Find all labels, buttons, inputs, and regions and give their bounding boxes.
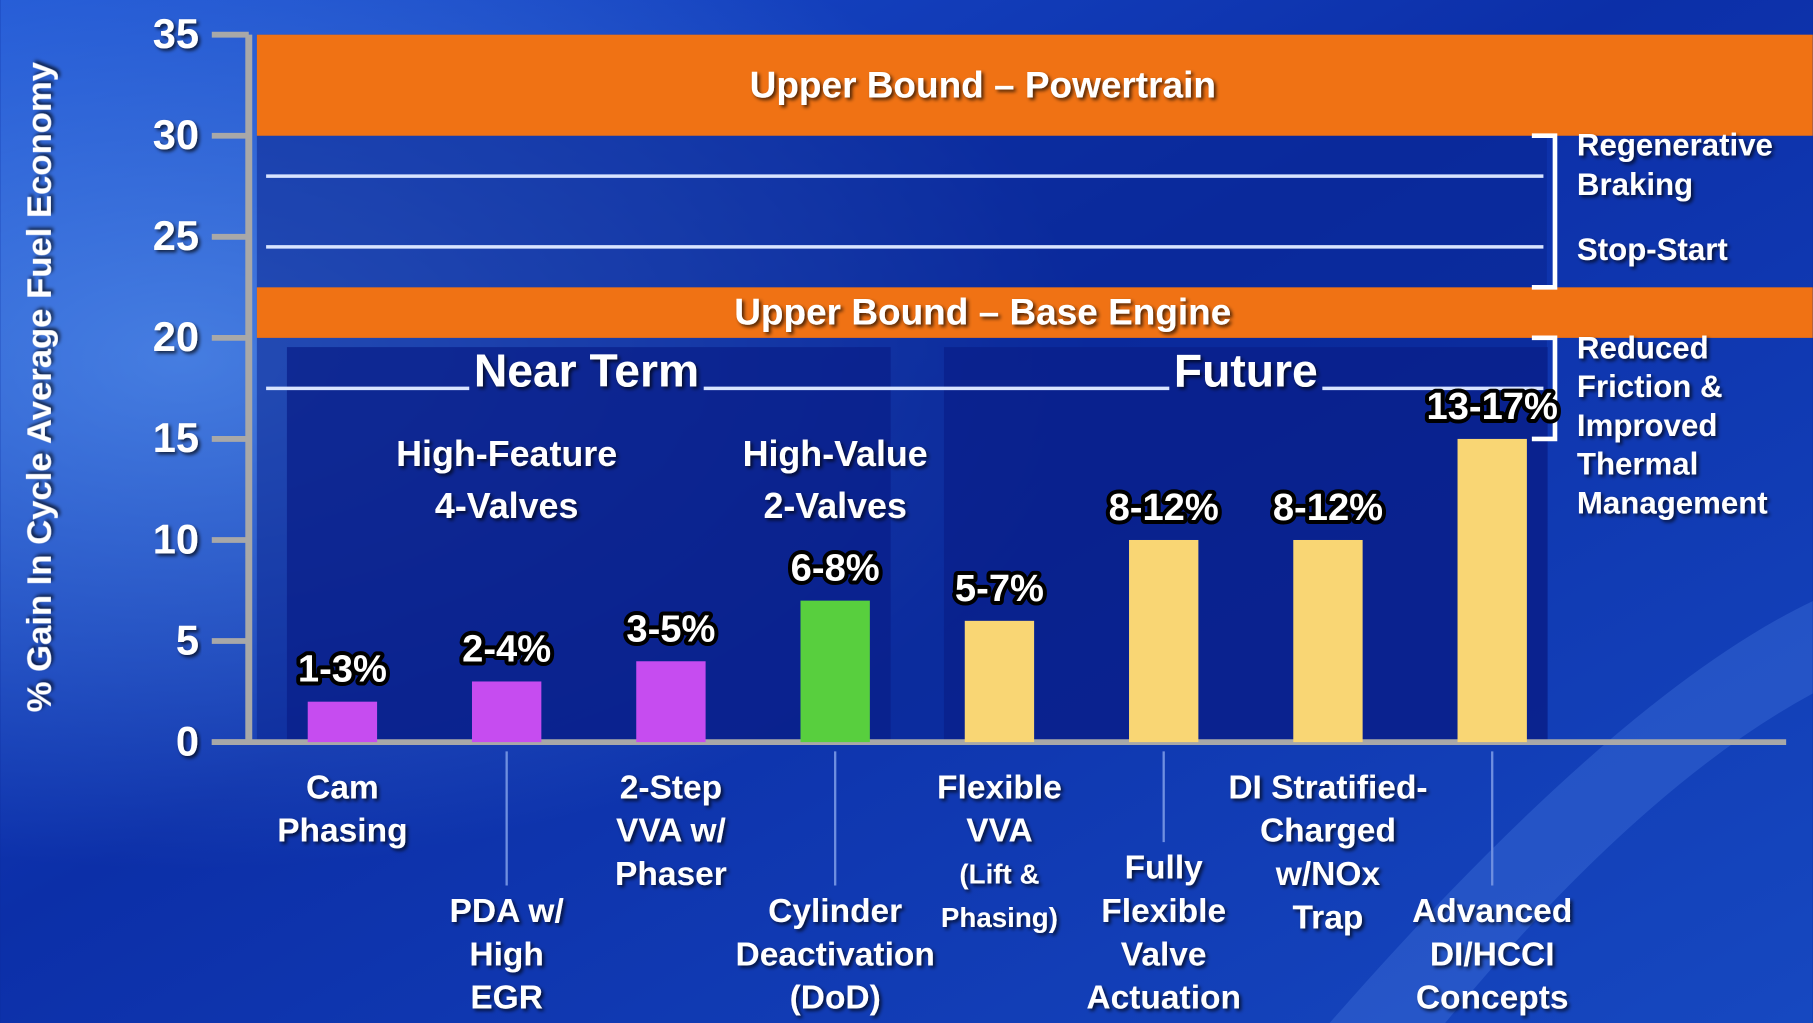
x-tick-label: EGR bbox=[470, 980, 543, 1017]
bar-value-label: 6-8% bbox=[791, 547, 880, 590]
x-tick-label: Charged bbox=[1260, 813, 1396, 850]
bar bbox=[636, 661, 706, 743]
x-tick-label: Flexible bbox=[1101, 893, 1226, 930]
bar bbox=[471, 681, 542, 743]
subgroup-label: 4-Valves bbox=[435, 486, 578, 526]
group-label: Near Term bbox=[474, 345, 699, 397]
y-tick-label: 30 bbox=[153, 111, 199, 158]
x-tick-label: Concepts bbox=[1416, 980, 1569, 1017]
bar bbox=[964, 620, 1035, 743]
bracket bbox=[1531, 335, 1558, 442]
bracket-label: Reduced bbox=[1577, 330, 1709, 365]
bar bbox=[1293, 539, 1363, 743]
x-tick-label: Fully bbox=[1125, 850, 1204, 887]
band bbox=[256, 34, 1813, 136]
x-tick-label: (DoD) bbox=[790, 980, 881, 1017]
background-swoosh bbox=[1329, 601, 1813, 1023]
bracket-label: Management bbox=[1577, 485, 1768, 520]
x-tick-label: (Lift & bbox=[959, 859, 1039, 890]
y-tick-label: 0 bbox=[176, 717, 199, 764]
x-tick-label: Advanced bbox=[1412, 893, 1572, 930]
y-tick-label: 35 bbox=[153, 10, 199, 57]
y-tick-label: 15 bbox=[153, 414, 199, 461]
subgroup-label: High-Feature bbox=[396, 434, 617, 474]
x-tick-label: Valve bbox=[1121, 936, 1207, 973]
x-tick-label: Flexible bbox=[937, 769, 1062, 806]
y-tick-label: 5 bbox=[176, 616, 199, 663]
subgroup-label: 2-Valves bbox=[763, 486, 906, 526]
x-tick-label: w/NOx bbox=[1275, 856, 1381, 893]
x-tick-label: VVA bbox=[966, 813, 1032, 850]
x-tick-label: Cylinder bbox=[768, 893, 902, 930]
group-box bbox=[943, 347, 1548, 743]
y-axis-title: % Gain In Cycle Average Fuel Economy bbox=[21, 61, 59, 712]
x-tick-label: Deactivation bbox=[736, 936, 935, 973]
bracket-label: Thermal bbox=[1577, 447, 1698, 482]
x-tick-label: High bbox=[469, 936, 543, 973]
subgroup-label: High-Value bbox=[743, 434, 928, 474]
bar-value-label: 2-4% bbox=[462, 627, 551, 670]
band bbox=[256, 287, 1813, 338]
x-tick-label: Cam bbox=[306, 769, 379, 806]
bar bbox=[307, 701, 378, 743]
group-box bbox=[286, 347, 891, 743]
x-tick-label: Actuation bbox=[1086, 980, 1241, 1017]
bar bbox=[800, 600, 870, 743]
bar-value-label: 5-7% bbox=[955, 567, 1044, 610]
bar-value-label: 8-12% bbox=[1273, 486, 1383, 529]
x-tick-label: DI/HCCI bbox=[1430, 936, 1555, 973]
y-tick-label: 20 bbox=[153, 313, 199, 360]
x-tick-label: Phaser bbox=[615, 856, 727, 893]
bar-value-label: 8-12% bbox=[1109, 486, 1219, 529]
x-tick-label: Trap bbox=[1293, 899, 1364, 936]
bracket-label: Improved bbox=[1577, 408, 1717, 443]
band-label: Upper Bound – Base Engine bbox=[734, 292, 1231, 333]
group-label: Future bbox=[1174, 345, 1318, 397]
y-tick-label: 25 bbox=[153, 212, 199, 259]
x-tick-label: Phasing bbox=[277, 813, 407, 850]
x-tick-label: DI Stratified- bbox=[1228, 769, 1427, 806]
x-tick-label: Phasing) bbox=[941, 902, 1058, 933]
annotation-label: Braking bbox=[1577, 167, 1693, 202]
band-label: Upper Bound – Powertrain bbox=[750, 64, 1216, 105]
annotation-label: Regenerative bbox=[1577, 128, 1773, 163]
bar bbox=[1129, 539, 1199, 743]
x-tick-label: PDA w/ bbox=[450, 893, 564, 930]
y-tick-label: 10 bbox=[153, 515, 199, 562]
x-tick-label: 2-Step bbox=[620, 769, 722, 806]
bar-value-label: 1-3% bbox=[298, 648, 387, 691]
bar bbox=[1457, 438, 1527, 743]
bar-value-label: 13-17% bbox=[1426, 385, 1557, 428]
bracket bbox=[1531, 133, 1558, 290]
annotation-label: Stop-Start bbox=[1577, 232, 1728, 267]
bar-value-label: 3-5% bbox=[626, 607, 715, 650]
x-tick-label: VVA w/ bbox=[616, 813, 726, 850]
bracket-label: Friction & bbox=[1577, 369, 1723, 404]
